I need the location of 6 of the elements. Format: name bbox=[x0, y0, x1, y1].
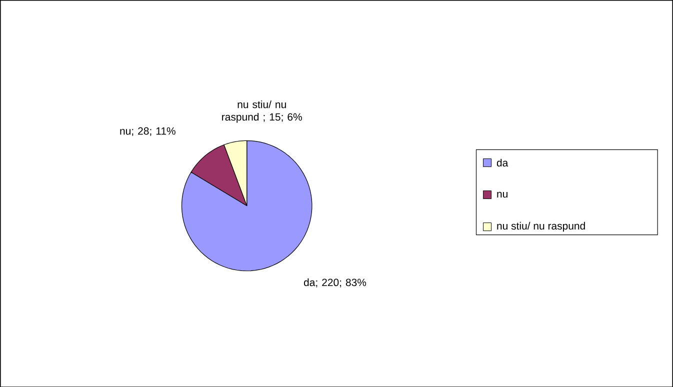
data-label: da; 220; 83% bbox=[304, 278, 366, 288]
legend-label: nu bbox=[497, 192, 508, 198]
data-label: nu stiu/ nu raspund ; 15; 6% bbox=[222, 100, 302, 122]
legend-label: da bbox=[496, 158, 508, 166]
data-label: nu; 28; 11% bbox=[120, 127, 176, 136]
legend-label: nu stiu/ nu raspund bbox=[497, 222, 585, 232]
